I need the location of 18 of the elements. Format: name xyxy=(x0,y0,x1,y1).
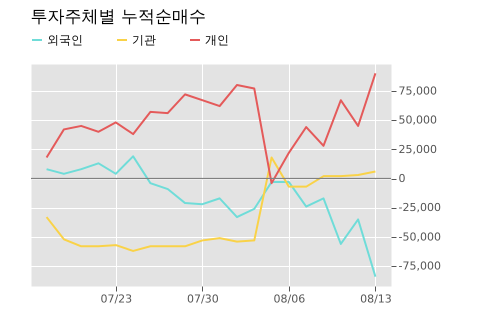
x-tick-label: 08/13 xyxy=(360,292,392,306)
y-tick-label: 0 xyxy=(398,172,406,186)
legend-label: 기관 xyxy=(132,33,156,47)
y-tick-label: -75,000 xyxy=(398,260,441,273)
legend-label: 개인 xyxy=(205,33,229,47)
y-tick-label: -50,000 xyxy=(398,230,441,244)
x-tick-label: 07/23 xyxy=(100,292,132,306)
x-tick-label: 07/30 xyxy=(186,292,219,306)
line-series xyxy=(46,72,376,184)
legend-label: 외국인 xyxy=(47,33,83,47)
line-series xyxy=(46,155,376,278)
chart-title: 투자주체별 누적순매수 xyxy=(30,7,206,27)
y-tick-label: 75,000 xyxy=(398,84,437,98)
y-tick-label: 25,000 xyxy=(398,142,437,156)
y-tick-label: 50,000 xyxy=(398,114,437,127)
x-tick-label: 08/06 xyxy=(274,292,306,306)
y-tick-label: -25,000 xyxy=(398,201,441,214)
line-series xyxy=(46,156,376,252)
